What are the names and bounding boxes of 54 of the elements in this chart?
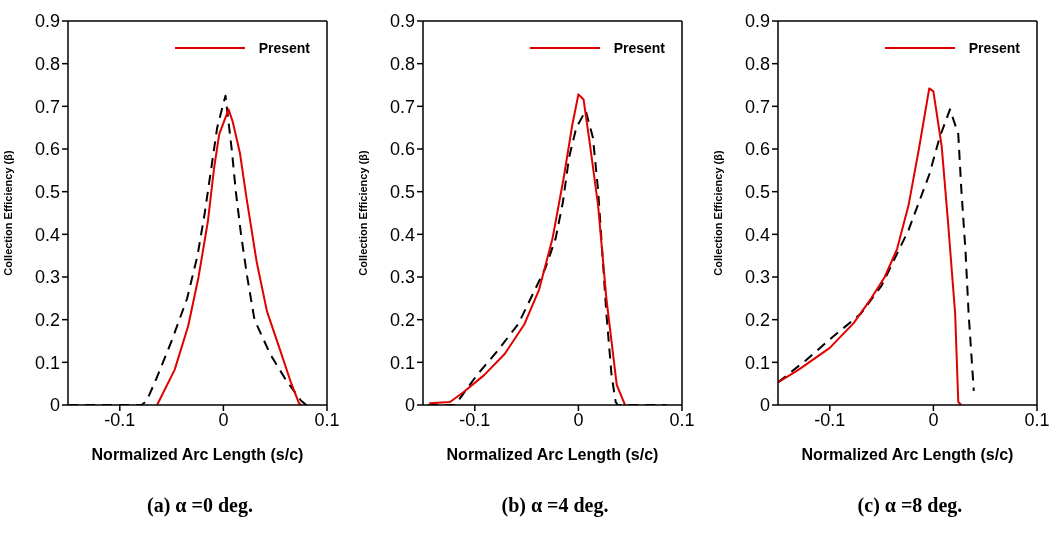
text: (a) α =0 deg. (146, 494, 254, 517)
legend-label: Present (968, 40, 1020, 56)
y-tick-label: 0.3 (744, 267, 770, 288)
line-series (778, 87, 963, 405)
y-tick-label: 0.1 (34, 352, 60, 373)
y-tick-label: 0.3 (34, 267, 60, 288)
y-tick-label: 0.9 (744, 11, 770, 32)
y-tick-label: 0.6 (744, 139, 770, 160)
x-tick-label: 0.1 (669, 409, 695, 430)
y-axis-title: Collection Efficiency (β) (356, 150, 369, 276)
x-axis-title: Normalized Arc Length (s/c) (446, 446, 659, 463)
y-tick-label: 0.9 (389, 11, 415, 32)
y-tick-label: 0.1 (744, 352, 770, 373)
x-axis-title: Normalized Arc Length (s/c) (91, 446, 304, 463)
y-tick-label: 0.4 (389, 224, 415, 245)
y-tick-label: 0.4 (34, 224, 60, 245)
y-tick-label: 0.7 (389, 96, 415, 117)
x-tick-label: -0.1 (814, 409, 846, 430)
y-tick-label: 0.5 (744, 182, 770, 203)
text: (c) α =8 deg. (856, 494, 964, 517)
y-tick-label: 0.8 (34, 54, 60, 75)
y-tick-label: 0.6 (34, 139, 60, 160)
y-tick-label: 0.8 (744, 54, 770, 75)
y-axis-title: Collection Efficiency (β) (1, 150, 14, 276)
y-tick-label: 0.9 (34, 11, 60, 32)
y-tick-label: 0.2 (389, 310, 415, 331)
y-tick-label: 0.5 (34, 182, 60, 203)
y-tick-label: 0.5 (389, 182, 415, 203)
legend-label: Present (613, 40, 665, 56)
y-tick-label: 0.4 (744, 224, 770, 245)
x-tick-label: 0 (218, 409, 229, 430)
y-tick-label: 0.2 (744, 310, 770, 331)
y-tick-label: 0 (404, 395, 415, 416)
legend-label: Present (258, 40, 310, 56)
y-tick-label: 0.1 (389, 352, 415, 373)
x-axis-title: Normalized Arc Length (s/c) (801, 446, 1014, 463)
y-tick-label: 0.3 (389, 267, 415, 288)
text: (b) α =4 deg. (500, 494, 610, 517)
line-series (156, 108, 303, 405)
x-tick-label: -0.1 (459, 409, 491, 430)
x-tick-label: 0.1 (314, 409, 340, 430)
y-tick-label: 0.6 (389, 139, 415, 160)
y-axis-title: Collection Efficiency (β) (711, 150, 724, 276)
x-tick-label: 0.1 (1024, 409, 1050, 430)
x-tick-label: 0 (928, 409, 939, 430)
y-tick-label: 0 (759, 395, 770, 416)
y-tick-label: 0 (49, 395, 60, 416)
x-tick-label: 0 (573, 409, 584, 430)
line-series (428, 93, 627, 405)
y-tick-label: 0.7 (34, 96, 60, 117)
x-tick-label: -0.1 (104, 409, 136, 430)
y-tick-label: 0.2 (34, 310, 60, 331)
y-tick-label: 0.7 (744, 96, 770, 117)
y-tick-label: 0.8 (389, 54, 415, 75)
